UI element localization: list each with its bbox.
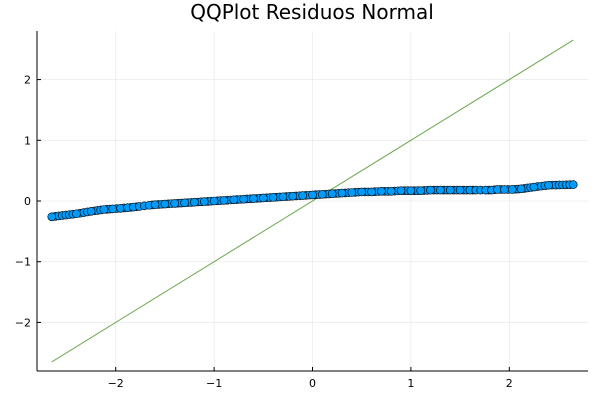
data-point [72,209,81,219]
y-tick-label: −1 [15,256,31,269]
data-point [47,212,57,222]
x-tick-label: 1 [407,377,414,390]
reference-line [51,39,574,363]
data-point [406,186,416,195]
data-point [150,200,160,209]
data-point [209,196,219,206]
y-tick-label: 0 [24,195,31,208]
data-point [347,188,357,197]
data-point [268,193,278,202]
data-point [288,191,298,201]
data-point [357,187,366,197]
data-point [455,185,465,195]
data-point [445,185,455,195]
data-point [516,184,526,194]
data-point [278,192,288,202]
x-tick-label: −1 [206,377,222,390]
data-point [426,185,435,195]
x-tick-label: 0 [309,377,316,390]
x-tick-label: −2 [108,377,124,390]
data-point [386,186,396,196]
data-point [568,180,578,189]
data-point [318,190,327,199]
data-point [327,189,337,199]
data-point [416,186,426,195]
axes-layer [36,31,588,372]
data-point [298,191,307,200]
data-point [180,198,189,208]
y-tick-label: −2 [15,316,31,329]
data-point [500,185,509,194]
data-point [337,188,347,198]
data-point [377,186,386,196]
tick-labels-layer: −2 −1 0 1 2 −2 −1 0 1 2 [15,74,513,390]
data-point [396,186,406,195]
data-point [544,180,553,190]
chart-title: QQPlot Residuos Normal [190,0,434,24]
data-point [229,195,239,205]
data-point [199,197,209,206]
data-point [507,185,517,194]
data-point [99,205,109,214]
data-point [108,204,118,214]
data-point [249,194,258,203]
data-point [170,199,180,208]
grid-layer [37,31,588,371]
points-layer [47,180,578,222]
data-point [367,187,376,197]
y-tick-label: 2 [24,74,31,87]
data-point [219,196,229,205]
reference-line-layer [51,39,574,363]
x-tick-label: 2 [506,377,513,390]
data-point [436,185,445,195]
data-point [259,193,268,203]
data-point [160,199,170,209]
data-point [529,182,539,192]
data-point [190,197,199,207]
data-point [86,207,96,216]
data-point [308,190,317,200]
y-tick-label: 1 [24,134,31,147]
data-point [239,194,248,204]
